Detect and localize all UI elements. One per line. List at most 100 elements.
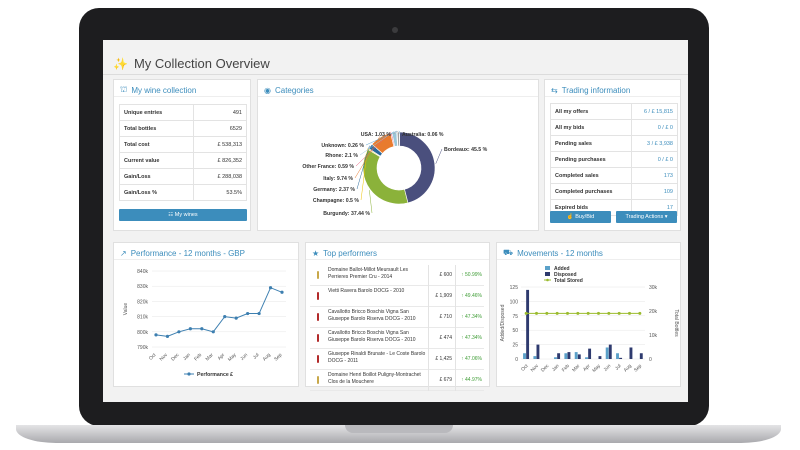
x-tick-label: Dec: [170, 352, 181, 363]
x-tick-label: Sep: [273, 352, 284, 363]
row-value[interactable]: 0 / £ 0: [630, 151, 679, 168]
data-point: [223, 315, 227, 319]
y-right-tick-label: 0: [649, 357, 652, 363]
performance-line: [155, 287, 283, 337]
row-value[interactable]: 3 / £ 3,938: [630, 135, 679, 152]
wines-icon: ☷: [168, 212, 175, 218]
x-tick-label: Jul: [252, 352, 261, 361]
x-tick-label: Aug: [262, 352, 273, 363]
my-wines-label: My wines: [174, 212, 198, 218]
wine-name: Giuseppe Rinaldi Brunate - Le Coste Baro…: [328, 351, 426, 364]
top-performer-row[interactable]: Giuseppe Rinaldi Brunate - Le Coste Baro…: [310, 349, 484, 370]
top-performer-row[interactable]: Domaine Henri Boillot Puligny-Montrachet…: [310, 370, 484, 391]
table-row[interactable]: Completed purchases 109: [550, 183, 679, 200]
y-right-tick-label: 10k: [649, 333, 658, 339]
x-tick-label: Apr: [217, 352, 227, 362]
pie-leader-line: [356, 145, 370, 190]
pie-label: Bordeaux: 45.5 %: [444, 147, 488, 153]
movements-title: Movements - 12 months: [517, 248, 603, 258]
disposed-bar: [557, 353, 561, 359]
page-title-text: My Collection Overview: [133, 56, 270, 71]
x-tick-label: May: [227, 352, 238, 363]
row-label: Pending purchases: [550, 151, 632, 168]
row-label: Completed sales: [550, 167, 632, 184]
y-tick-label: 820k: [137, 299, 148, 305]
disposed-bar: [577, 354, 581, 359]
performance-panel: ↗ Performance - 12 months - GBP 790k 800k…: [113, 242, 299, 387]
row-value[interactable]: 6 / £ 15,815: [630, 103, 679, 120]
y-tick-label: 830k: [137, 284, 148, 290]
top-performer-row[interactable]: Cavallotto Bricco Boschis Vigna San Gius…: [310, 307, 484, 328]
hand-icon: ☝: [566, 214, 576, 220]
categories-title: Categories: [274, 85, 314, 95]
row-value: £ 288,038: [193, 168, 247, 185]
top-performers-panel: ★ Top performers Domaine Ballot-Millot M…: [305, 242, 490, 391]
pie-label: Australia: 0.06 %: [402, 132, 444, 138]
total-stored-point: [535, 311, 538, 315]
total-stored-point: [576, 311, 580, 315]
trading-panel-header: ⇆ Trading information: [545, 80, 680, 97]
laptop-notch: [345, 425, 453, 433]
row-label: Current value: [118, 152, 195, 169]
y-axis-label: Value: [123, 303, 129, 316]
row-value[interactable]: 109: [630, 183, 679, 200]
pie-leader-line: [365, 130, 397, 146]
collection-panel: ⛫ My wine collection Unique entries 491 T…: [113, 79, 251, 231]
wine-name: Cavallotto Bricco Boschis Vigna San Gius…: [328, 309, 416, 322]
added-bar: [616, 353, 619, 359]
x-tick-label: Jun: [239, 352, 249, 362]
movements-panel: ⛟ Movements - 12 months 0 25 50 75 100 125 0 10…: [496, 242, 681, 387]
movements-bar-chart: 0 25 50 75 100 125 0 10k 20k 30k Added/Disposed Tot…: [500, 266, 679, 374]
x-tick-label: Mar: [205, 352, 215, 362]
pie-leader-line: [435, 148, 443, 164]
wine-change: ↑ 47.34%: [455, 328, 484, 349]
pie-leader-line: [392, 130, 399, 135]
data-point: [200, 327, 204, 331]
table-row[interactable]: All my bids 0 / £ 0: [550, 119, 679, 136]
bottle-icon: [317, 292, 319, 300]
top-performer-row[interactable]: Cavallotto Bricco Boschis Vigna San Gius…: [310, 328, 484, 349]
trading-actions-label: Trading Actions ▾: [625, 214, 668, 220]
disposed-bar: [567, 352, 571, 359]
disposed-bar: [536, 344, 540, 359]
y-tick-label: 800k: [137, 330, 148, 336]
row-label: Gain/Loss %: [118, 184, 195, 201]
disposed-bar: [619, 357, 623, 359]
x-tick-label: Feb: [193, 352, 203, 362]
trading-actions-button[interactable]: Trading Actions ▾: [616, 211, 677, 223]
top-performer-row[interactable]: Vietti Ravera Barolo DOCG - 2010 £ 1,909 ↑…: [310, 286, 484, 307]
app-screen: ✨ My Collection Overview ⛫ My wine colle…: [103, 40, 688, 402]
row-value: £ 826,352: [193, 152, 247, 169]
wine-price: £ 679: [428, 370, 455, 391]
data-point: [268, 286, 273, 290]
table-row[interactable]: All my offers 6 / £ 15,815: [550, 103, 679, 120]
added-bar: [574, 352, 578, 359]
row-label: All my offers: [550, 103, 632, 120]
table-row[interactable]: Completed sales 173: [550, 167, 679, 184]
wine-change: ↑ 47.06%: [455, 349, 484, 370]
bottle-icon: [317, 376, 319, 384]
row-value[interactable]: 0 / £ 0: [630, 119, 679, 136]
wine-name: Domaine Henri Boillot Puligny-Montrachet…: [328, 372, 421, 385]
pie-label: Italy: 9.74 %: [323, 176, 353, 182]
collection-panel-header: ⛫ My wine collection: [114, 80, 250, 97]
row-label: Total bottles: [118, 120, 195, 137]
pie-label: Rhone: 2.1 %: [325, 153, 358, 159]
globe-icon: ◉: [264, 85, 271, 95]
row-label: Gain/Loss: [118, 168, 195, 185]
row-value[interactable]: 173: [630, 167, 679, 184]
exchange-icon: ⇆: [551, 85, 558, 95]
data-point: [165, 334, 170, 338]
my-wines-button[interactable]: ☷ My wines: [119, 209, 247, 221]
legend-swatch: [545, 266, 550, 270]
row-value: £ 538,313: [193, 136, 247, 153]
buy-bid-button[interactable]: ☝ Buy/Bid: [550, 211, 611, 223]
data-point: [257, 311, 261, 316]
table-row[interactable]: Pending sales 3 / £ 3,938: [550, 135, 679, 152]
table-row[interactable]: Pending purchases 0 / £ 0: [550, 151, 679, 168]
disposed-bar: [639, 353, 643, 359]
data-point: [234, 316, 238, 320]
top-performer-row[interactable]: Domaine Ballot-Millot Meursault Les Perr…: [310, 265, 484, 286]
x-tick-label: Sep: [633, 363, 644, 374]
